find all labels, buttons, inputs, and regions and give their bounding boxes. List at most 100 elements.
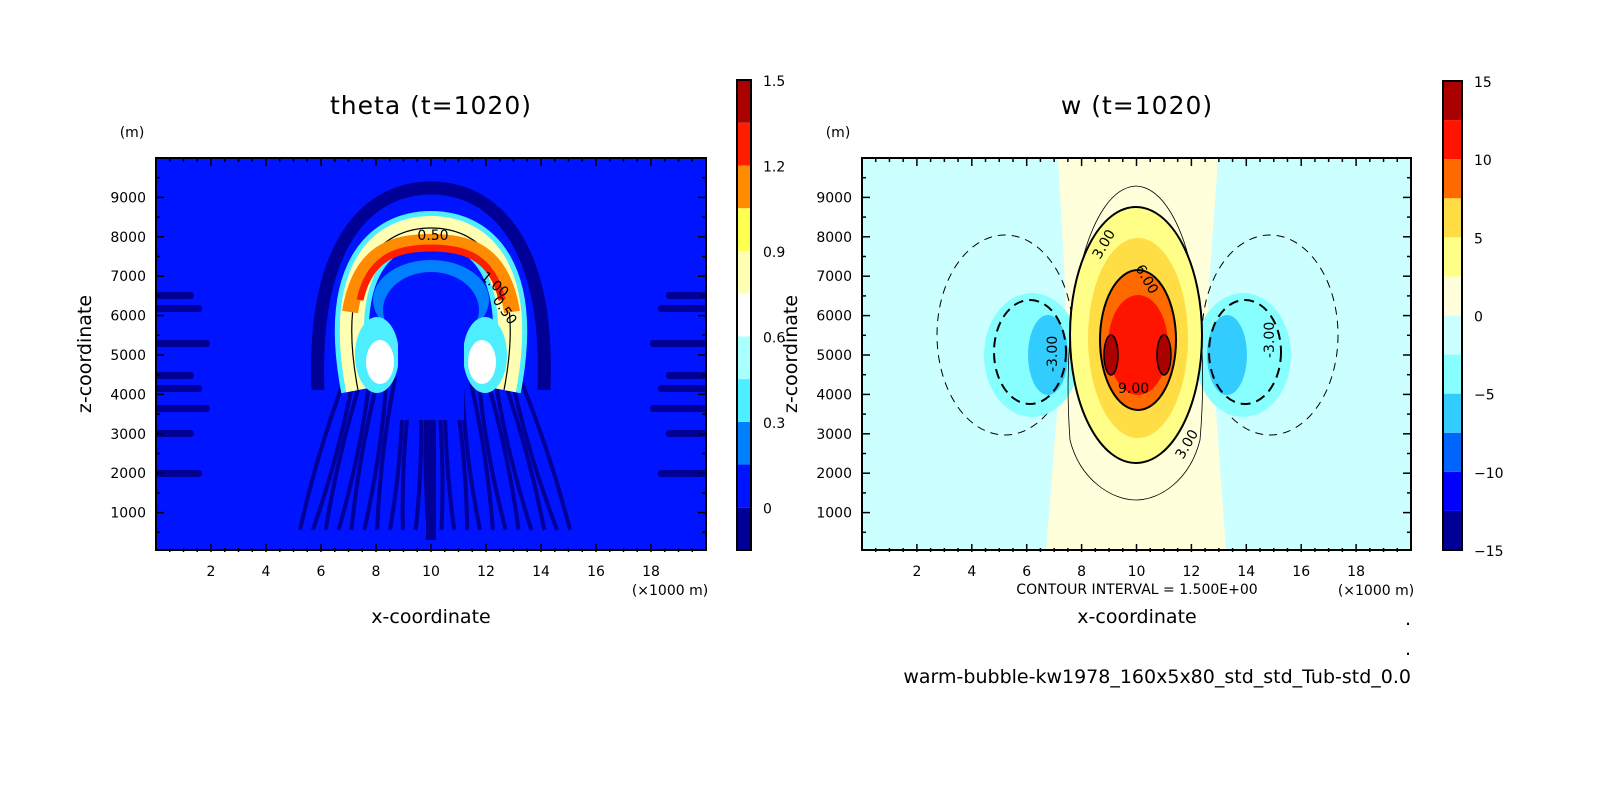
- w-contour-label: 9.00: [1118, 381, 1149, 397]
- y-tick-label: 1000: [816, 506, 852, 522]
- contour-interval-note: CONTOUR INTERVAL = 1.500E+00: [1016, 582, 1257, 598]
- stripe: [518, 377, 572, 531]
- colorbar-tick-label: 0: [1474, 310, 1483, 326]
- x-tick-label: 10: [422, 564, 440, 580]
- w-y-label: z-coordinate: [780, 295, 802, 413]
- y-tick-label: 8000: [816, 230, 852, 246]
- colorbar-bin: [1443, 159, 1462, 199]
- y-tick-label: 2000: [110, 466, 146, 482]
- theta-y-label: z-coordinate: [74, 295, 96, 413]
- colorbar-tick-label: 15: [1474, 75, 1492, 91]
- stripe: [323, 377, 364, 531]
- y-tick-label: 1000: [110, 506, 146, 522]
- colorbar-bin: [737, 250, 751, 294]
- colorbar-bin: [737, 421, 751, 465]
- x-tick-label: 2: [207, 564, 216, 580]
- colorbar-bin: [1443, 276, 1462, 316]
- x-tick-label: 18: [642, 564, 660, 580]
- colorbar-tick-label: 5: [1474, 231, 1483, 247]
- colorbar-bin: [737, 122, 751, 166]
- y-tick-label: 3000: [110, 427, 146, 443]
- colorbar-bin: [737, 165, 751, 209]
- y-tick-label: 5000: [110, 348, 146, 364]
- colorbar-tick-label: 10: [1474, 153, 1492, 169]
- colorbar-tick-label: 1.5: [763, 74, 785, 90]
- w-y-unit: (m): [826, 125, 851, 141]
- w-x-unit: (×1000 m): [1338, 583, 1414, 599]
- y-tick-label: 4000: [110, 387, 146, 403]
- stripe: [375, 377, 397, 531]
- y-tick-label: 9000: [110, 190, 146, 206]
- stripe: [501, 377, 547, 531]
- footer-dot: .: [1405, 638, 1411, 660]
- x-tick-label: 12: [477, 564, 495, 580]
- colorbar-bin: [737, 208, 751, 251]
- theta-colorbar: 0 0.3 0.6 0.9 1.2 1.5: [736, 74, 785, 551]
- colorbar-bin: [1443, 393, 1462, 433]
- colorbar-bin: [1443, 81, 1462, 121]
- w-field: 3.00 6.00 9.00 3.00 -3.00 -3.00: [862, 158, 1411, 550]
- y-tick-label: 9000: [816, 190, 852, 206]
- colorbar-bin: [737, 464, 751, 508]
- colorbar-bin: [1443, 198, 1462, 238]
- y-tick-label: 5000: [816, 348, 852, 364]
- colorbar-bin: [737, 336, 751, 380]
- y-tick-label: 6000: [816, 309, 852, 325]
- w-colorbar: −15 −10 −5 0 5 10 15: [1442, 75, 1504, 560]
- w-panel: w (t=1020) (m) 3.00 6.00 9.00 3.00: [780, 75, 1504, 628]
- colorbar-bin: [737, 507, 751, 550]
- x-tick-label: 4: [967, 564, 976, 580]
- theta-field: 0.50 1.00 0.50: [156, 158, 706, 550]
- colorbar-bin: [1443, 432, 1462, 472]
- theta-x-unit: (×1000 m): [632, 583, 708, 599]
- colorbar-bin: [1443, 237, 1462, 277]
- colorbar-tick-label: −10: [1474, 466, 1504, 482]
- w-contour-label: -3.00: [1045, 336, 1061, 372]
- w-x-label: x-coordinate: [1077, 606, 1196, 628]
- x-tick-label: 8: [372, 564, 381, 580]
- colorbar-bin: [1443, 315, 1462, 355]
- stripe: [468, 377, 495, 531]
- stripe: [336, 377, 372, 531]
- colorbar-bin: [1443, 510, 1462, 550]
- y-tick-label: 3000: [816, 427, 852, 443]
- y-tick-label: 4000: [816, 387, 852, 403]
- x-tick-label: 6: [1022, 564, 1031, 580]
- x-tick-label: 16: [1292, 564, 1310, 580]
- colorbar-tick-label: −15: [1474, 544, 1504, 560]
- colorbar-bin: [737, 80, 751, 123]
- colorbar-tick-label: 0.9: [763, 245, 785, 261]
- stripe: [298, 377, 347, 531]
- x-tick-label: 14: [1237, 564, 1255, 580]
- stripe: [476, 377, 508, 531]
- x-tick-label: 6: [317, 564, 326, 580]
- x-tick-label: 8: [1077, 564, 1086, 580]
- y-tick-label: 8000: [110, 230, 146, 246]
- w-title: w (t=1020): [1061, 91, 1213, 120]
- w-contour-label: -3.00: [1262, 322, 1278, 358]
- colorbar-bin: [1443, 354, 1462, 394]
- stripe: [509, 377, 560, 531]
- x-tick-label: 12: [1182, 564, 1200, 580]
- colorbar-bin: [1443, 471, 1462, 511]
- theta-panel: theta (t=1020) (m) 0.50 1.00 0.50 2 4 6 8 10: [74, 74, 785, 628]
- colorbar-tick-label: 1.2: [763, 159, 785, 175]
- stripe: [493, 377, 534, 531]
- colorbar-tick-label: 0.3: [763, 416, 785, 432]
- y-tick-label: 7000: [816, 269, 852, 285]
- x-tick-label: 14: [532, 564, 550, 580]
- stripe: [362, 377, 389, 531]
- y-tick-label: 6000: [110, 309, 146, 325]
- stripe: [484, 377, 521, 531]
- theta-x-label: x-coordinate: [371, 606, 490, 628]
- colorbar-bin: [737, 293, 751, 337]
- colorbar-bin: [737, 379, 751, 422]
- x-tick-label: 2: [912, 564, 921, 580]
- x-tick-label: 10: [1128, 564, 1146, 580]
- footer-dot: .: [1405, 608, 1411, 630]
- theta-y-unit: (m): [120, 125, 145, 141]
- x-tick-label: 16: [587, 564, 605, 580]
- theta-contour-label: 0.50: [417, 228, 448, 244]
- x-tick-label: 18: [1347, 564, 1365, 580]
